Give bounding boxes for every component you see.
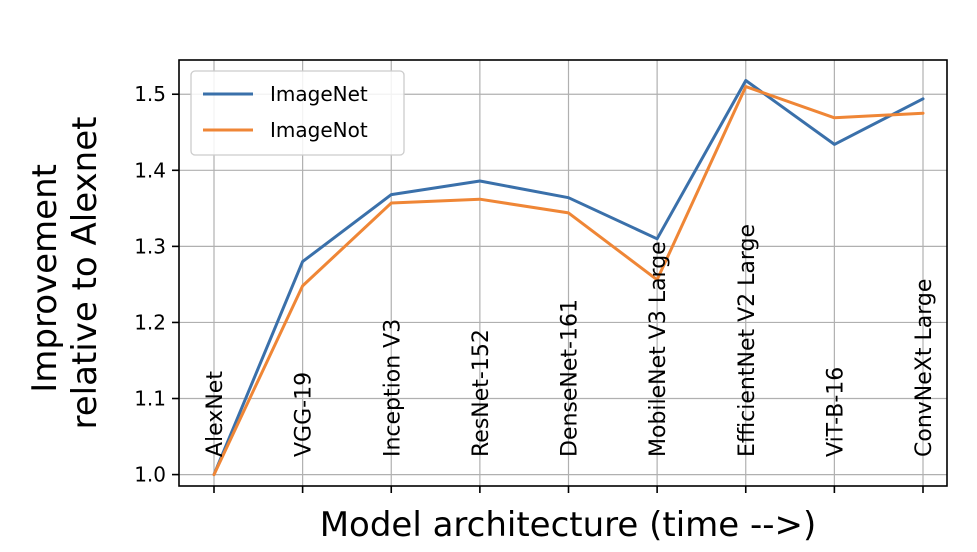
legend-label-imagenot: ImageNot (270, 118, 368, 142)
y-tick-label: 1.4 (134, 158, 166, 182)
x-axis-title: Model architecture (time -->) (320, 505, 817, 545)
ticks: 1.0 1.1 1.2 1.3 1.4 1.5 (134, 82, 924, 493)
y-tick-label: 1.1 (134, 387, 166, 411)
y-tick-label: 1.2 (134, 310, 166, 334)
y-axis-title-line-2: relative to Alexnet (65, 117, 105, 430)
series-layer (212, 79, 925, 477)
category-label-alexnet: AlexNet (203, 371, 228, 457)
category-label-resnet-152: ResNet-152 (469, 329, 494, 457)
legend-box (190, 70, 405, 156)
category-label-vgg-19: VGG-19 (292, 372, 317, 457)
series-line-imagenot (212, 85, 925, 477)
plot-frame (178, 59, 948, 487)
category-label-mobilenet-v3-large: MobileNet V3 Large (646, 241, 671, 457)
y-axis-title: Improvement relative to Alexnet (25, 117, 105, 430)
category-label-convnext-large: ConvNeXt Large (912, 279, 937, 457)
legend: ImageNet ImageNot (190, 70, 405, 156)
y-tick-label: 1.0 (134, 463, 166, 487)
category-label-densenet-161: DenseNet-161 (558, 299, 583, 457)
category-labels: AlexNet VGG-19 Inception V3 ResNet-152 Dense… (203, 224, 937, 457)
legend-label-imagenet: ImageNet (270, 82, 368, 106)
y-axis-title-line-1: Improvement (25, 164, 65, 393)
y-tick-label: 1.5 (134, 82, 166, 106)
category-label-efficientnet-v2-large: EfficientNet V2 Large (735, 224, 760, 457)
series-line-imagenet (212, 79, 925, 477)
y-tick-label: 1.3 (134, 234, 166, 258)
category-label-inception-v3: Inception V3 (380, 319, 405, 457)
category-label-vit-b-16: ViT-B-16 (823, 367, 848, 457)
